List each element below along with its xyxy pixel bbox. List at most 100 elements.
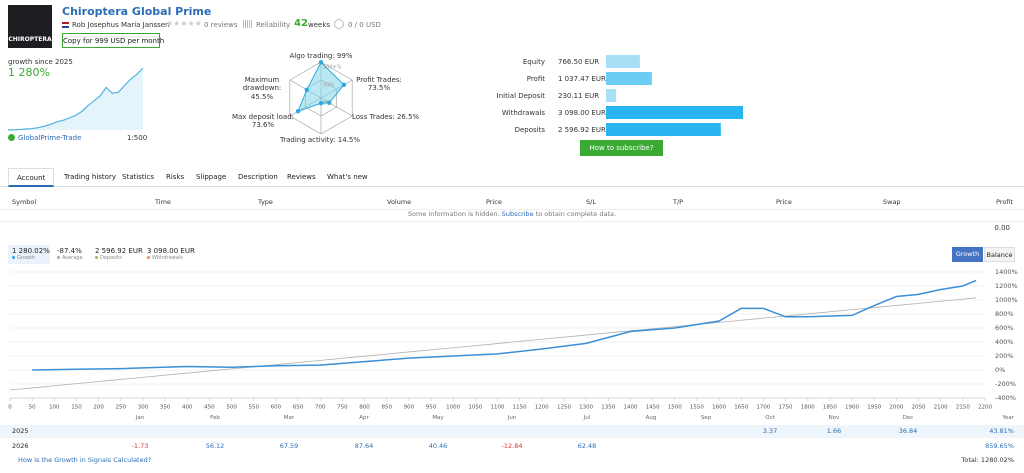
- x-tick-label: 700: [315, 405, 326, 411]
- x-tick-label: 2000: [889, 405, 903, 411]
- row-total: 43.81%: [989, 427, 1014, 435]
- radar-tick-label: 0%: [323, 101, 331, 107]
- x-tick-label: 1450: [646, 405, 660, 411]
- flag-icon: [62, 22, 69, 28]
- footer-total: Total: 1280.02%: [961, 456, 1015, 464]
- notice-link[interactable]: Subscribe: [501, 210, 534, 218]
- column-header: Price: [486, 198, 502, 206]
- column-header: Swap: [883, 198, 901, 206]
- tab[interactable]: Account: [8, 168, 55, 187]
- x-tick-label: 300: [138, 405, 149, 411]
- y-tick-label: 200%: [995, 352, 1014, 360]
- bar: [606, 89, 617, 102]
- sparkline-area: [8, 68, 143, 130]
- bar-category: Initial Deposit: [496, 92, 545, 100]
- radar-label: Algo trading: 99%: [289, 52, 353, 60]
- month-return: 87.64: [354, 442, 374, 450]
- x-tick-label: 1350: [601, 405, 615, 411]
- column-header: T/P: [673, 198, 684, 206]
- x-tick-label: 200: [93, 405, 104, 411]
- help-link[interactable]: How is the Growth in Signals Calculated?: [18, 456, 152, 464]
- x-tick-label: 2050: [912, 405, 926, 411]
- reliability: Reliability: [256, 21, 291, 29]
- year-row-bg: [0, 425, 1024, 438]
- author-name[interactable]: Rob Josephus Maria Janssen: [72, 21, 170, 29]
- tab[interactable]: What's new: [327, 173, 368, 181]
- y-tick-label: 400%: [995, 338, 1014, 346]
- month-label: Dec: [902, 415, 914, 421]
- tab[interactable]: Slippage: [196, 173, 227, 181]
- logo: [8, 5, 52, 48]
- reviews[interactable]: 0 reviews: [204, 21, 238, 29]
- chart-toggle[interactable]: Growth: [952, 247, 983, 262]
- x-tick-label: 900: [404, 405, 415, 411]
- radar-point: [341, 82, 347, 87]
- row-year: 2025: [12, 427, 29, 435]
- x-tick-label: 1950: [867, 405, 881, 411]
- stat-dot: [95, 256, 98, 259]
- x-tick-label: 1650: [734, 405, 748, 411]
- tab[interactable]: Reviews: [287, 173, 316, 181]
- month-return: -12.84: [501, 442, 523, 450]
- bar: [606, 123, 721, 136]
- copy-button[interactable]: Copy for 999 USD per month: [62, 33, 164, 48]
- x-tick-label: 800: [359, 405, 370, 411]
- column-header: Price: [776, 198, 792, 206]
- month-return: 67.59: [279, 442, 299, 450]
- x-tick-label: 1750: [779, 405, 793, 411]
- radar-tick-label: 50%: [323, 83, 334, 89]
- x-tick-label: 1300: [579, 405, 593, 411]
- growth-label: growth since 2025: [8, 58, 73, 66]
- notice: Some information is hidden. Subscribe to…: [0, 210, 1024, 219]
- x-tick-label: 600: [271, 405, 282, 411]
- stat-value: 2 596.92 EUR: [95, 247, 143, 255]
- sparkline: [7, 67, 144, 131]
- growth-value: 1 280%: [8, 66, 50, 79]
- radar-label: Max deposit load: 73.6%: [231, 113, 295, 130]
- notice-suffix: to obtain complete data.: [535, 210, 617, 218]
- x-tick-label: 450: [204, 405, 215, 411]
- x-tick-label: 1500: [668, 405, 682, 411]
- stat-label: Deposits: [100, 255, 122, 261]
- x-tick-label: 250: [116, 405, 127, 411]
- x-tick-label: 1550: [690, 405, 704, 411]
- year-label: Year: [1002, 415, 1014, 421]
- tab[interactable]: Risks: [166, 173, 185, 181]
- bar-category: Profit: [526, 75, 545, 83]
- trend-line: [9, 297, 977, 391]
- bar-value-label: 766.50 EUR: [558, 58, 600, 66]
- bar-value-label: 1 037.47 EUR: [558, 75, 606, 83]
- total-profit: 0.00: [994, 224, 1010, 232]
- y-tick-label: 0%: [995, 366, 1005, 374]
- x-tick-label: 950: [426, 405, 437, 411]
- x-tick-label: 650: [293, 405, 304, 411]
- weeks-value: 42: [294, 18, 308, 29]
- month-label: Jun: [507, 415, 517, 421]
- subscribers: 0 / 0 USD: [348, 21, 381, 29]
- x-tick-label: 750: [337, 405, 348, 411]
- x-tick-label: 2150: [956, 405, 970, 411]
- subscribe-button[interactable]: How to subscribe?: [580, 140, 663, 156]
- broker[interactable]: GlobalPrime-Trade: [18, 134, 82, 142]
- growth-stat-active-bg: [8, 245, 50, 264]
- bar-value-label: 2 596.92 EUR: [558, 126, 606, 134]
- x-tick-label: 100: [49, 405, 60, 411]
- tab[interactable]: Trading history: [64, 173, 116, 181]
- bar-category: Withdrawals: [501, 109, 545, 117]
- month-label: Apr: [359, 415, 369, 421]
- tab[interactable]: Description: [238, 173, 278, 181]
- chart-toggle[interactable]: Balance: [984, 247, 1015, 262]
- bar: [606, 55, 640, 68]
- x-tick-label: 1050: [468, 405, 482, 411]
- subscribers-icon: [334, 19, 344, 29]
- radar-point: [295, 109, 301, 114]
- signal-title[interactable]: Chiroptera Global Prime: [62, 5, 212, 18]
- tab[interactable]: Statistics: [122, 173, 154, 181]
- y-tick-label: 600%: [995, 324, 1014, 332]
- x-tick-label: 1700: [756, 405, 770, 411]
- stat-value: 1 280.02%: [12, 247, 50, 255]
- y-tick-label: 1200%: [995, 282, 1018, 290]
